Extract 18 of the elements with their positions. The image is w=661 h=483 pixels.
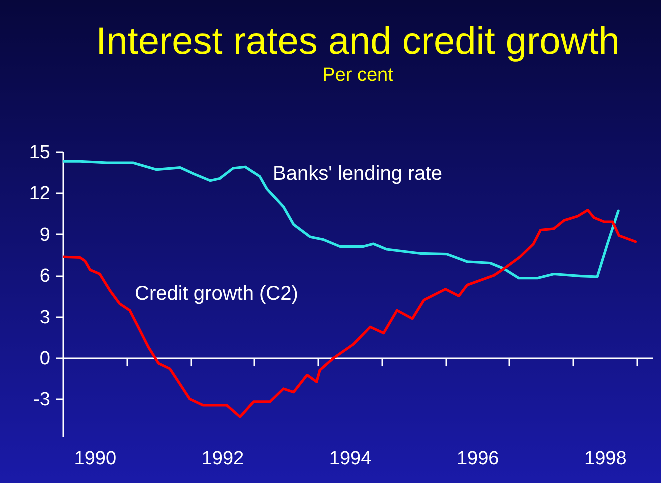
y-tick-label: 3 [40, 307, 50, 328]
y-tick-label: 6 [40, 266, 50, 288]
y-tick-label: 0 [40, 348, 50, 370]
y-tick-label: 15 [29, 142, 50, 164]
chart-subtitle: Per cent [322, 65, 394, 86]
x-tick-label: 1992 [202, 448, 244, 470]
line-series [63, 160, 620, 280]
x-tick-label: 1994 [329, 448, 372, 470]
y-tick-label: 9 [40, 224, 50, 246]
series-label: Credit growth (C2) [135, 283, 298, 305]
series-label: Banks' lending rate [273, 163, 442, 185]
y-tick-label: 12 [29, 184, 50, 205]
y-tick-label: -3 [34, 390, 50, 411]
x-tick-label: 1996 [456, 448, 500, 470]
x-tick-label: 1990 [74, 448, 117, 470]
chart-title: Interest rates and credit growth [96, 21, 620, 63]
line-series [63, 209, 638, 418]
x-tick-label: 1998 [584, 448, 627, 470]
